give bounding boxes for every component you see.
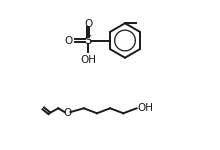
Text: S: S: [84, 34, 92, 47]
Text: O: O: [63, 108, 71, 118]
Text: O: O: [64, 36, 72, 45]
Text: OH: OH: [138, 103, 154, 113]
Text: O: O: [84, 19, 92, 29]
Text: OH: OH: [80, 55, 96, 65]
